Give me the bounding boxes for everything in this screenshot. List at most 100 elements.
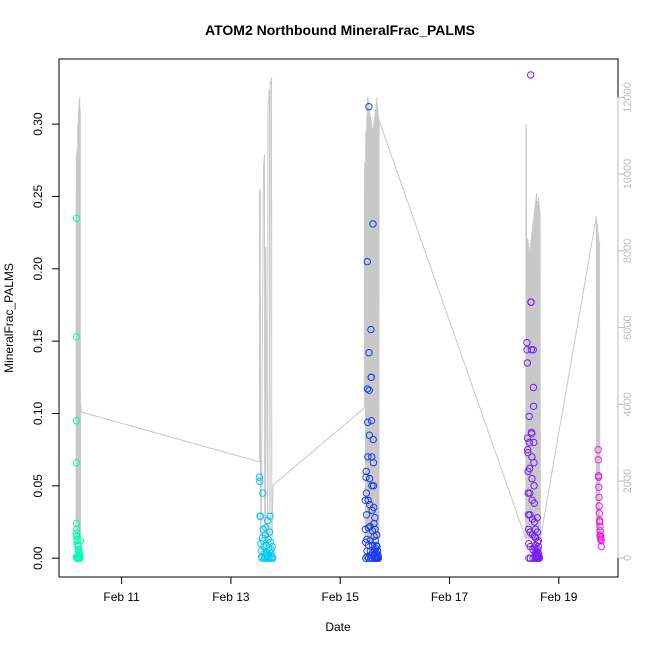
data-point <box>266 538 275 546</box>
data-point <box>533 514 541 522</box>
data-point <box>595 483 603 491</box>
data-point <box>367 325 375 334</box>
data-point <box>528 430 536 438</box>
data-point <box>535 554 543 562</box>
y2-tick-label: 4000 <box>622 392 634 416</box>
data-point <box>523 359 531 367</box>
data-point <box>369 220 377 228</box>
altitude-layer <box>75 77 601 540</box>
data-point <box>364 453 372 461</box>
data-point <box>364 418 372 426</box>
data-point <box>363 385 372 393</box>
data-point <box>373 531 381 539</box>
data-point <box>534 542 543 551</box>
data-point <box>374 554 382 562</box>
data-point <box>72 459 81 467</box>
data-point <box>534 545 542 554</box>
data-point <box>262 524 270 532</box>
y-axis-label: MineralFrac_PALMS <box>2 263 16 373</box>
y2-tick-label: 0 <box>622 555 634 561</box>
data-point <box>362 511 371 519</box>
data-point <box>269 554 277 562</box>
data-point <box>255 473 264 481</box>
data-point <box>364 496 372 504</box>
data-point <box>365 349 373 357</box>
data-point <box>263 554 271 562</box>
data-point <box>369 482 378 490</box>
data-point <box>594 473 603 481</box>
data-point <box>374 551 382 559</box>
data-point <box>528 474 536 483</box>
data-point <box>365 431 374 439</box>
series-flight-4 <box>523 71 543 562</box>
data-point <box>268 542 276 551</box>
y2-axis: 0 2000 4000 6000 8000 10000 12000 <box>617 82 634 561</box>
data-point <box>533 528 542 536</box>
y2-tick-label: 8000 <box>622 239 634 263</box>
data-point <box>365 386 373 394</box>
data-point <box>367 373 375 381</box>
points-layer <box>72 71 605 562</box>
y2-tick-label: 12000 <box>622 82 634 113</box>
data-point <box>76 554 84 562</box>
y-tick-label: 0.05 <box>31 474 45 498</box>
x-tick-label: Feb 13 <box>212 590 250 604</box>
y-tick-label: 0.10 <box>31 401 45 425</box>
data-point <box>267 550 275 558</box>
data-point <box>525 438 534 447</box>
data-point <box>526 511 534 519</box>
data-point <box>366 537 374 545</box>
data-point <box>256 512 265 520</box>
x-axis-label: Date <box>325 620 351 634</box>
y-axis: 0.00 0.05 0.10 0.15 0.20 0.25 0.30 <box>31 112 60 570</box>
data-point <box>526 489 534 497</box>
data-point <box>265 528 274 536</box>
y2-tick-label: 2000 <box>622 469 634 493</box>
y-tick-label: 0.00 <box>31 546 45 570</box>
x-axis: Feb 11 Feb 13 Feb 15 Feb 17 Feb 19 <box>103 576 578 604</box>
data-point <box>256 477 264 486</box>
data-point <box>72 417 81 425</box>
series-flight-1 <box>72 214 85 562</box>
data-point <box>535 550 543 558</box>
data-point <box>595 509 604 517</box>
data-point <box>595 502 603 510</box>
data-point <box>72 529 81 538</box>
y-tick-label: 0.15 <box>31 329 45 353</box>
data-point <box>266 512 274 520</box>
data-point <box>72 519 81 528</box>
series-flight-5 <box>594 446 605 551</box>
data-point <box>369 435 377 444</box>
data-point <box>76 537 85 545</box>
data-point <box>596 522 604 531</box>
series-flight-3 <box>361 103 382 562</box>
y-tick-label: 0.25 <box>31 184 45 208</box>
data-point <box>525 412 533 421</box>
data-point <box>373 547 382 555</box>
data-point <box>594 446 602 454</box>
data-point <box>594 456 602 464</box>
data-point <box>367 417 376 425</box>
data-point <box>597 542 605 551</box>
data-point <box>373 542 381 551</box>
data-point <box>523 338 531 347</box>
y2-tick-label: 6000 <box>622 315 634 339</box>
data-point <box>524 448 532 457</box>
data-point <box>363 257 371 266</box>
data-point <box>365 103 373 111</box>
x-tick-label: Feb 11 <box>103 590 140 604</box>
data-point <box>530 438 538 447</box>
data-point <box>527 346 535 354</box>
data-point <box>362 467 370 476</box>
data-point <box>264 516 272 525</box>
data-point <box>596 527 604 535</box>
data-point <box>363 553 371 561</box>
y-tick-label: 0.30 <box>31 112 45 136</box>
data-point <box>369 459 378 467</box>
x-tick-label: Feb 19 <box>540 590 578 604</box>
data-point <box>529 402 538 410</box>
data-point <box>534 537 542 545</box>
data-point <box>361 496 369 504</box>
data-point <box>529 346 537 354</box>
